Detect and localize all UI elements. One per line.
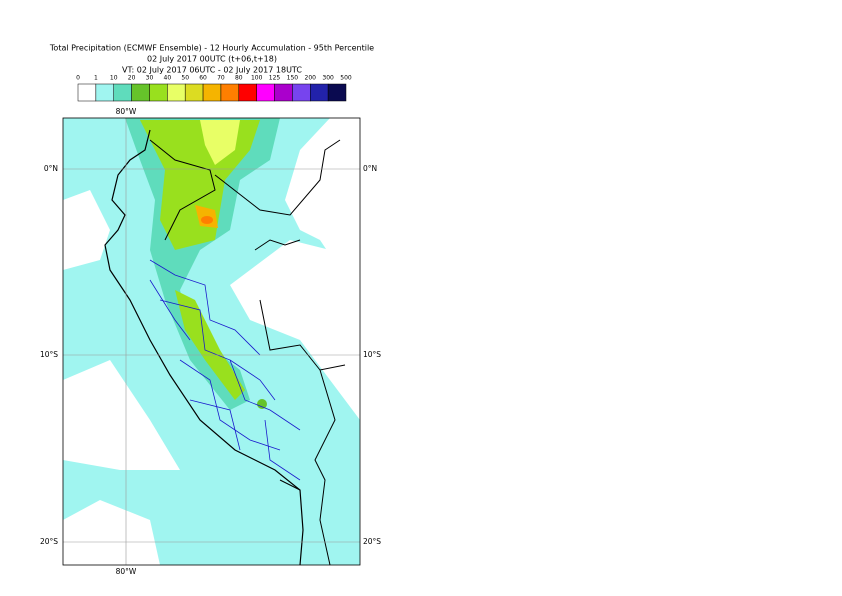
legend-swatch <box>292 83 311 102</box>
lat-label: 10°S <box>40 350 58 359</box>
legend-swatch <box>274 83 293 102</box>
precip-band <box>201 216 213 224</box>
lon-label: 80°W <box>116 107 137 116</box>
legend-swatch <box>149 83 168 102</box>
legend-label: 0 <box>76 75 80 82</box>
legend-label: 1 <box>94 75 98 82</box>
dry-area <box>285 118 360 300</box>
legend-swatch <box>167 83 186 102</box>
lat-label: 0°N <box>44 164 58 173</box>
legend-label: 200 <box>305 75 317 82</box>
legend-label: 125 <box>269 75 281 82</box>
legend-swatch <box>238 83 257 102</box>
legend-swatch <box>202 83 222 102</box>
legend-label: 150 <box>287 75 299 82</box>
dry-area <box>63 190 110 270</box>
legend-swatch <box>256 83 275 102</box>
region-border <box>149 259 301 481</box>
subtitle: VT: 02 July 2017 06UTC - 02 July 2017 18… <box>122 66 302 75</box>
legend-swatch <box>184 83 204 102</box>
legend-label: 60 <box>199 75 207 82</box>
legend-swatch <box>95 83 114 102</box>
legend-swatch <box>77 83 97 102</box>
legend-label: 30 <box>146 75 154 82</box>
lon-label: 80°W <box>116 567 137 576</box>
legend-label: 80 <box>235 75 243 82</box>
legend-label: 300 <box>322 75 334 82</box>
lat-label: 20°S <box>363 537 381 546</box>
title: Total Precipitation (ECMWF Ensemble) - 1… <box>49 44 374 53</box>
legend-label: 40 <box>164 75 172 82</box>
country-border <box>149 139 346 565</box>
coastline <box>104 129 304 565</box>
lat-label: 0°N <box>363 164 377 173</box>
dry-area <box>230 240 360 420</box>
subtitle: 02 July 2017 00UTC (t+06,t+18) <box>147 55 277 64</box>
lat-label: 10°S <box>363 350 381 359</box>
legend-swatch <box>113 83 132 102</box>
precip-band <box>175 290 245 400</box>
legend: 0 1 10 20 30 40 50 60 70 80 100 125 150 200 300 500 <box>76 75 352 102</box>
map-frame <box>62 117 361 566</box>
precip-band <box>257 399 267 409</box>
legend-label: 20 <box>128 75 136 82</box>
legend-label: 70 <box>217 75 225 82</box>
legend-swatch <box>310 83 329 102</box>
dry-area <box>63 500 160 565</box>
map <box>63 118 360 565</box>
precip-band <box>200 120 240 165</box>
dry-area <box>63 360 180 470</box>
legend-label: 100 <box>251 75 263 82</box>
legend-label: 50 <box>181 75 189 82</box>
lat-label: 20°S <box>40 537 58 546</box>
legend-swatch <box>131 83 150 102</box>
legend-swatch <box>220 83 240 102</box>
legend-label: 500 <box>340 75 352 82</box>
legend-swatch <box>327 83 347 102</box>
legend-label: 10 <box>110 75 118 82</box>
